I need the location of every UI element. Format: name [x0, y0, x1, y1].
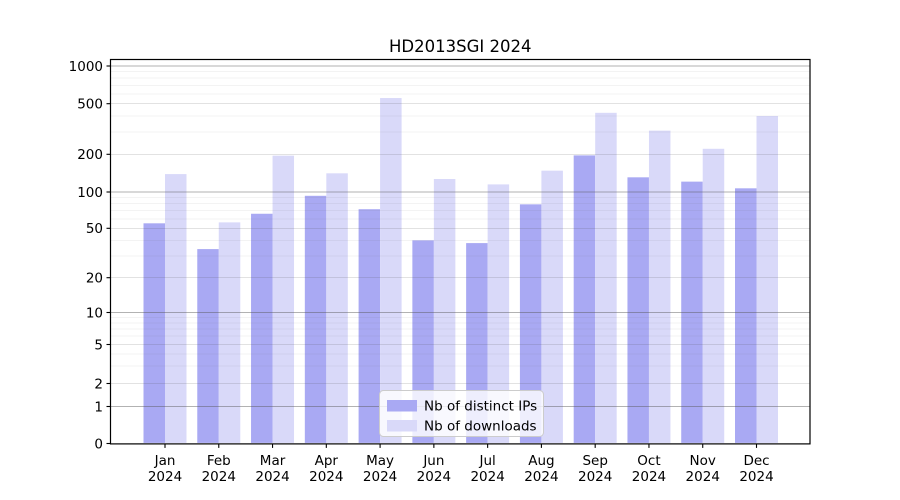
- legend-swatch-ips: [387, 400, 417, 412]
- bar-mar-distinct-ips: [251, 213, 273, 443]
- y-tick-label: 0: [94, 436, 103, 452]
- bar-apr-downloads: [326, 173, 348, 443]
- bar-nov-distinct-ips: [681, 181, 703, 443]
- year-label: 2024: [417, 469, 451, 485]
- y-tick-label: 100: [77, 185, 103, 201]
- year-label: 2024: [309, 469, 343, 485]
- legend-swatch-downloads: [387, 420, 417, 432]
- month-label: Apr: [315, 453, 339, 469]
- month-label: Nov: [690, 453, 716, 469]
- y-tick-label: 50: [86, 221, 103, 237]
- bar-nov-downloads: [702, 148, 725, 443]
- x-tick-label-oct: Oct 2024: [632, 453, 666, 485]
- year-label: 2024: [363, 469, 397, 485]
- bar-jan-distinct-ips: [143, 223, 165, 443]
- bar-feb-downloads: [218, 222, 241, 443]
- year-label: 2024: [255, 469, 289, 485]
- bar-sep-downloads: [595, 112, 617, 443]
- x-tick-label-jun: Jun 2024: [417, 453, 451, 485]
- x-tick-label-feb: Feb 2024: [202, 453, 236, 485]
- y-tick-label: 1000: [69, 59, 103, 75]
- x-tick-label-mar: Mar 2024: [255, 453, 289, 485]
- bar-sep-distinct-ips: [573, 155, 596, 443]
- bar-aug-distinct-ips: [519, 204, 542, 443]
- bar-may-distinct-ips: [358, 209, 381, 443]
- month-label: Jan: [154, 453, 176, 469]
- bar-oct-downloads: [648, 130, 671, 443]
- bar-apr-distinct-ips: [304, 195, 327, 443]
- bar-dec-downloads: [756, 116, 779, 443]
- year-label: 2024: [202, 469, 236, 485]
- bar-jan-downloads: [165, 174, 187, 443]
- gridlines-group: [111, 65, 810, 407]
- legend-box: [379, 390, 544, 437]
- month-label: Feb: [207, 453, 231, 469]
- y-tick-label: 10: [86, 305, 103, 321]
- bar-jun-downloads: [433, 178, 456, 443]
- year-label: 2024: [686, 469, 720, 485]
- month-label: Dec: [743, 453, 769, 469]
- month-label: Aug: [528, 453, 554, 469]
- y-tick-label: 1: [94, 399, 103, 415]
- month-label: Jun: [422, 453, 444, 469]
- y-axis: 0 1 2 5 10 20 50 100 200 500 1000: [69, 59, 111, 452]
- year-label: 2024: [578, 469, 612, 485]
- bar-feb-distinct-ips: [197, 249, 219, 443]
- bar-jul-downloads: [487, 184, 510, 443]
- year-label: 2024: [148, 469, 182, 485]
- year-label: 2024: [524, 469, 558, 485]
- bar-oct-distinct-ips: [627, 177, 649, 443]
- year-label: 2024: [470, 469, 504, 485]
- bar-dec-distinct-ips: [735, 188, 757, 443]
- x-tick-label-aug: Aug 2024: [524, 453, 558, 485]
- x-tick-label-may: May 2024: [363, 453, 397, 485]
- x-tick-label-nov: Nov 2024: [686, 453, 720, 485]
- legend-label-ips: Nb of distinct IPs: [424, 399, 537, 415]
- x-tick-label-jul: Jul 2024: [470, 453, 504, 485]
- legend: Nb of distinct IPs Nb of downloads: [379, 390, 544, 437]
- bar-may-downloads: [380, 98, 402, 443]
- month-label: Sep: [582, 453, 607, 469]
- month-label: Oct: [637, 453, 660, 469]
- x-tick-label-sep: Sep 2024: [578, 453, 612, 485]
- month-label: Jul: [478, 453, 495, 469]
- month-label: May: [366, 453, 394, 469]
- chart-title: HD2013SGI 2024: [389, 37, 531, 56]
- bar-mar-downloads: [272, 155, 295, 443]
- plot-frame: [109, 58, 811, 445]
- x-tick-label-apr: Apr 2024: [309, 453, 343, 485]
- bars-group: [143, 98, 779, 443]
- y-tick-label: 5: [94, 337, 103, 353]
- year-label: 2024: [632, 469, 666, 485]
- legend-label-downloads: Nb of downloads: [424, 419, 537, 435]
- bar-aug-downloads: [541, 170, 563, 443]
- y-tick-label: 500: [77, 97, 103, 113]
- y-tick-label: 2: [94, 376, 103, 392]
- y-tick-label: 200: [77, 147, 103, 163]
- x-tick-label-jan: Jan 2024: [148, 453, 182, 485]
- month-label: Mar: [260, 453, 286, 469]
- year-label: 2024: [739, 469, 773, 485]
- x-tick-label-dec: Dec 2024: [739, 453, 773, 485]
- y-tick-label: 20: [86, 271, 103, 287]
